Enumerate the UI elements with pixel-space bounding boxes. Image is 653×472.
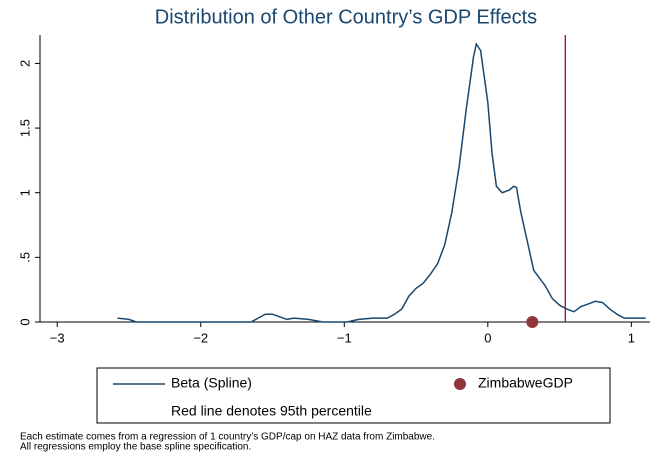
y-tick-label: 1 [17, 189, 32, 196]
y-tick-label: 1.5 [17, 119, 32, 137]
y-tick-label: 0 [17, 318, 32, 325]
x-tick-label: 1 [628, 330, 635, 345]
x-tick-label: −3 [50, 330, 65, 345]
chart-title: Distribution of Other Country’s GDP Effe… [155, 6, 537, 28]
legend-note: Red line denotes 95th percentile [171, 403, 372, 419]
legend-label: Beta (Spline) [171, 375, 252, 391]
line [117, 42, 646, 323]
legend-box [96, 367, 611, 424]
y-tick-label: 2 [17, 60, 32, 67]
note: Each estimate comes from a regression of… [20, 432, 435, 443]
x-tick-label: −2 [193, 330, 208, 345]
x-tick-label: −1 [337, 330, 352, 345]
x-tick-label: 0 [484, 330, 491, 345]
note: All regressions employ the base spline s… [20, 442, 251, 453]
y-tick-label: .5 [17, 252, 32, 263]
legend-label: ZimbabweGDP [478, 375, 573, 391]
point [526, 316, 539, 328]
legend-swatch [454, 378, 466, 390]
